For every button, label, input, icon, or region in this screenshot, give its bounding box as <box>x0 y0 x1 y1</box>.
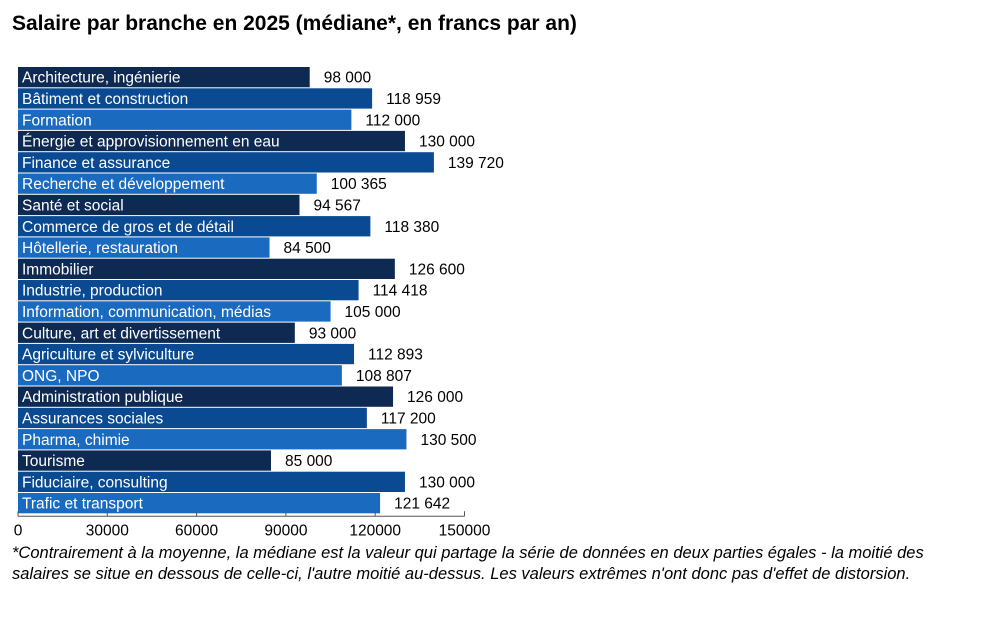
category-label: Information, communication, médias <box>22 304 271 321</box>
x-tick-label: 120000 <box>349 522 401 539</box>
category-label: Assurances sociales <box>22 410 164 427</box>
category-label: Hôtellerie, restauration <box>22 240 178 257</box>
category-label: Culture, art et divertissement <box>22 325 221 342</box>
bar <box>18 237 270 258</box>
category-label: Finance et assurance <box>22 155 170 172</box>
value-label: 118 959 <box>386 91 441 108</box>
category-label: Immobilier <box>22 261 93 278</box>
bar <box>18 88 373 109</box>
bar <box>18 450 272 471</box>
category-label: Trafic et transport <box>22 496 144 513</box>
value-label: 108 807 <box>356 368 412 385</box>
bar <box>18 216 371 237</box>
value-label: 93 000 <box>309 325 357 342</box>
value-label: 130 000 <box>419 474 475 491</box>
value-label: 112 000 <box>365 112 420 129</box>
value-label: 85 000 <box>285 453 333 470</box>
bar <box>18 493 381 514</box>
x-tick-label: 60000 <box>175 522 218 539</box>
bar <box>18 386 394 407</box>
category-label: Agriculture et sylviculture <box>22 347 194 364</box>
category-label: ONG, NPO <box>22 368 100 385</box>
value-label: 105 000 <box>345 304 401 321</box>
bar <box>18 258 395 279</box>
bar <box>18 407 367 429</box>
category-label: Tourisme <box>22 453 85 470</box>
bar <box>18 130 405 152</box>
category-label: Formation <box>22 112 92 129</box>
category-label: Pharma, chimie <box>22 432 130 449</box>
x-tick-label: 30000 <box>86 522 129 539</box>
x-tick-label: 90000 <box>264 522 307 539</box>
category-label: Fiduciaire, consulting <box>22 474 168 491</box>
value-label: 84 500 <box>284 240 332 257</box>
category-label: Industrie, production <box>22 283 162 300</box>
x-tick-label: 150000 <box>439 522 491 539</box>
bar <box>18 109 352 130</box>
value-label: 126 600 <box>409 261 465 278</box>
bar <box>18 280 359 301</box>
value-label: 126 000 <box>407 389 463 406</box>
value-label: 100 365 <box>331 176 387 193</box>
x-tick-label: 0 <box>14 522 23 539</box>
bar <box>18 343 355 365</box>
value-label: 114 418 <box>373 283 428 300</box>
bar <box>18 365 342 386</box>
value-label: 118 380 <box>384 219 439 236</box>
bar <box>18 173 317 194</box>
category-label: Énergie et approvisionnement en eau <box>22 134 280 151</box>
value-label: 121 642 <box>394 496 450 513</box>
category-label: Architecture, ingénierie <box>22 70 181 87</box>
value-label: 112 893 <box>368 347 423 364</box>
category-label: Bâtiment et construction <box>22 91 188 108</box>
category-label: Commerce de gros et de détail <box>22 219 234 236</box>
value-label: 130 000 <box>419 134 475 151</box>
value-label: 117 200 <box>381 410 436 427</box>
value-label: 130 500 <box>420 432 476 449</box>
value-label: 94 567 <box>313 197 360 214</box>
category-label: Recherche et développement <box>22 176 225 193</box>
category-label: Santé et social <box>22 197 124 214</box>
bar <box>18 152 434 173</box>
bar <box>18 194 300 216</box>
bar <box>18 67 310 88</box>
value-label: 139 720 <box>448 155 504 172</box>
bar <box>18 429 407 450</box>
bar <box>18 301 331 322</box>
footnote: *Contrairement à la moyenne, la médiane … <box>12 544 924 583</box>
bar-chart: Architecture, ingénierie 98 000 Bâtiment e… <box>14 67 504 539</box>
chart-title: Salaire par branche en 2025 (médiane*, e… <box>12 12 577 35</box>
bar <box>18 322 295 343</box>
bar <box>18 471 405 492</box>
category-label: Administration publique <box>22 389 183 406</box>
value-label: 98 000 <box>324 70 372 87</box>
